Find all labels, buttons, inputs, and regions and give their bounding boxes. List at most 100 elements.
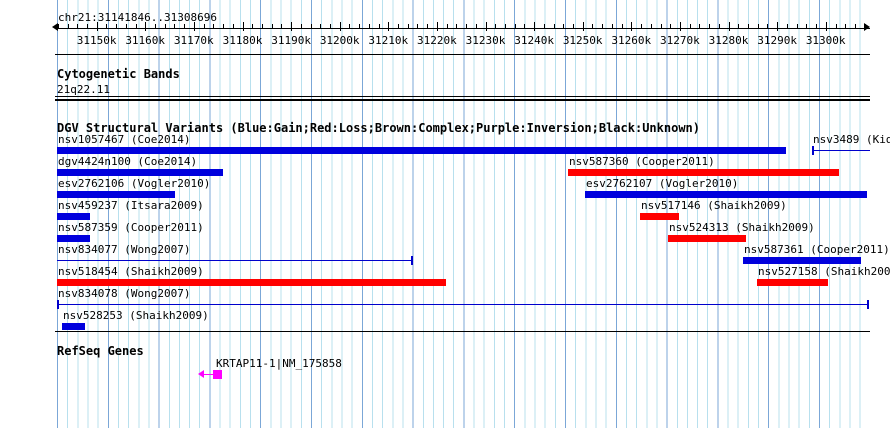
ruler-tick-minor (77, 24, 79, 29)
ruler-tick-minor (611, 24, 613, 29)
ruler-tick-minor (670, 24, 672, 29)
ruler-tick-minor (738, 24, 740, 29)
ruler-tick-minor (689, 24, 691, 29)
ruler-tick-minor (806, 24, 808, 29)
ruler-tick-minor (213, 24, 215, 29)
ruler-tick-minor (602, 24, 604, 29)
ruler-tick-minor (261, 24, 263, 29)
variant-end-tick (867, 300, 869, 309)
ruler-tick-minor (155, 24, 156, 29)
variant-bar[interactable] (57, 235, 90, 242)
ruler-tick-minor (67, 24, 69, 29)
variant-bar[interactable] (585, 191, 867, 198)
ruler-tick-major (485, 22, 487, 31)
ruler-tick-minor (504, 24, 506, 29)
variant-label[interactable]: nsv528253 (Shaikh2009) (63, 309, 209, 322)
gene-strand-tail (203, 374, 213, 375)
variant-bar[interactable] (57, 147, 786, 154)
ruler-tick-major (534, 22, 536, 31)
ruler-tick-minor (203, 24, 205, 29)
variant-bar[interactable] (57, 213, 90, 220)
ruler-tick-minor (359, 24, 361, 29)
variant-bar[interactable] (668, 235, 746, 242)
gene-label[interactable]: KRTAP11-1|NM_175858 (216, 357, 342, 370)
ruler-tick-minor (495, 24, 497, 29)
ruler-tick-minor (845, 24, 847, 29)
ruler-tick-minor (854, 24, 856, 29)
ruler-tick-minor (466, 24, 467, 29)
variant-end-tick (411, 256, 413, 265)
ruler-tick-minor (417, 24, 419, 29)
ruler-tick-label: 31240k (514, 34, 554, 47)
ruler-tick-minor (514, 24, 516, 29)
ruler-tick-label: 31280k (708, 34, 749, 47)
ruler-tick-label: 31230k (465, 34, 506, 47)
ruler-tick-minor (116, 24, 118, 29)
ruler-tick-major (582, 22, 584, 31)
variant-line[interactable] (812, 150, 870, 151)
variant-bar[interactable] (640, 213, 679, 220)
ruler-tick-minor (835, 24, 837, 29)
variant-bar[interactable] (57, 279, 446, 286)
ruler-tick-minor (252, 24, 254, 29)
ruler-tick-minor (475, 24, 477, 29)
ruler-tick-major (193, 22, 195, 31)
variant-bar[interactable] (57, 191, 175, 198)
ruler-tick-minor (718, 24, 720, 29)
ruler-tick-label: 31250k (562, 34, 603, 47)
variant-label[interactable]: nsv459237 (Itsara2009) (58, 199, 204, 212)
variant-bar[interactable] (57, 169, 223, 176)
ruler-tick-minor (524, 24, 526, 29)
cytogenetic-band-label[interactable]: 21q22.11 (57, 83, 110, 96)
variant-label[interactable]: nsv3489 (Kidd2 (813, 133, 890, 146)
ruler-tick-label: 31190k (271, 34, 311, 47)
divider-cyto-top (55, 96, 870, 97)
variant-label[interactable]: nsv587360 (Cooper2011) (569, 155, 715, 168)
variant-label[interactable]: esv2762107 (Vogler2010) (586, 177, 739, 190)
ruler-tick-minor (398, 24, 399, 29)
variant-label[interactable]: nsv834077 (Wong2007) (58, 243, 191, 256)
ruler-tick-minor (553, 24, 555, 29)
ruler-tick-minor (650, 24, 652, 29)
ruler-tick-minor (281, 24, 283, 29)
ruler-tick-minor (135, 24, 137, 29)
variant-end-tick (57, 300, 59, 309)
ruler-tick-minor (125, 24, 127, 29)
variant-label[interactable]: nsv518454 (Shaikh2009) (58, 265, 204, 278)
variant-line[interactable] (57, 260, 413, 261)
variant-bar[interactable] (62, 323, 85, 330)
variant-label[interactable]: nsv527158 (Shaikh2009) (758, 265, 890, 278)
ruler-tick-minor (796, 24, 798, 29)
ruler-tick-label: 31150k (76, 34, 117, 47)
ruler-tick-label: 31170k (173, 34, 214, 47)
variant-label[interactable]: nsv587359 (Cooper2011) (58, 221, 204, 234)
ruler-tick-major (679, 22, 681, 31)
variant-label[interactable]: nsv587361 (Cooper2011) (744, 243, 890, 256)
ruler-tick-major (339, 22, 341, 31)
cytogenetic-bands-title: Cytogenetic Bands (57, 67, 180, 81)
ruler-tick-label: 31290k (757, 34, 797, 47)
ruler-tick-minor (184, 24, 186, 29)
gene-exon-box[interactable] (213, 370, 222, 379)
variant-label[interactable]: nsv524313 (Shaikh2009) (669, 221, 815, 234)
variant-label[interactable]: esv2762106 (Vogler2010) (58, 177, 211, 190)
ruler-tick-minor (786, 24, 788, 29)
variant-line[interactable] (57, 304, 869, 305)
variant-label[interactable]: dgv4424n100 (Coe2014) (58, 155, 198, 168)
ruler-tick-minor (86, 24, 88, 29)
ruler-tick-minor (271, 24, 273, 29)
variant-label[interactable]: nsv517146 (Shaikh2009) (641, 199, 787, 212)
ruler-tick-minor (699, 24, 701, 29)
ruler-tick-minor (621, 24, 623, 29)
ruler-tick-minor (164, 24, 166, 29)
variant-label[interactable]: nsv834078 (Wong2007) (58, 287, 191, 300)
variant-bar[interactable] (568, 169, 839, 176)
variant-bar[interactable] (757, 279, 828, 286)
divider-dgv-bottom (55, 331, 870, 332)
ruler-tick-label: 31260k (611, 34, 652, 47)
variant-label[interactable]: nsv1057467 (Coe2014) (58, 133, 191, 146)
divider-ruler-bottom (55, 54, 870, 55)
ruler-tick-minor (767, 24, 769, 29)
variant-bar[interactable] (743, 257, 861, 264)
